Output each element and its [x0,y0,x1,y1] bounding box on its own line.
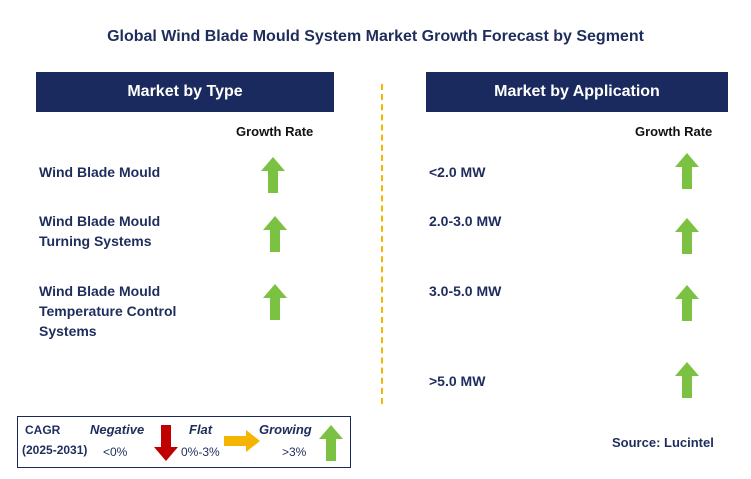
market-by-type-header: Market by Type [36,72,334,112]
up-arrow-icon [675,285,699,321]
type-row-label-line: Wind Blade Mould [39,283,161,299]
market-by-type-header-label: Market by Type [127,83,243,100]
application-row-label: 3.0-5.0 MW [429,283,502,299]
market-by-application-header-label: Market by Application [494,83,660,100]
up-arrow-icon [261,157,285,193]
cagr-legend [17,416,351,468]
legend-period: (2025-2031) [22,443,88,457]
application-row-label: <2.0 MW [429,164,486,180]
up-arrow-icon [675,362,699,398]
type-row-label-line: Systems [39,323,97,339]
type-row-label-line: Temperature Control [39,303,177,319]
panel-divider [381,84,383,404]
legend-growing-range: >3% [282,445,307,459]
market-by-application-header: Market by Application [426,72,728,112]
up-arrow-icon [319,425,343,461]
type-row-label: Wind Blade Mould Temperature Control Sys… [39,281,176,341]
up-arrow-icon [675,153,699,189]
legend-negative-label: Negative [90,422,145,437]
application-row-label: >5.0 MW [429,373,486,389]
type-row-label: Wind Blade Mould [39,162,160,182]
left-growth-rate-label: Growth Rate [236,124,314,139]
legend-cagr-label: CAGR [25,423,61,437]
type-row-label-line: Wind Blade Mould [39,213,161,229]
legend-growing-label: Growing [259,422,312,437]
right-growth-rate-label: Growth Rate [635,124,713,139]
up-arrow-icon [263,284,287,320]
up-arrow-icon [675,218,699,254]
legend-flat-range: 0%-3% [181,445,220,459]
type-row-label-line: Turning Systems [39,233,152,249]
page-title: Global Wind Blade Mould System Market Gr… [107,28,644,45]
type-row-label-line: Wind Blade Mould [39,164,161,180]
legend-flat-label: Flat [189,422,213,437]
application-row-label: 2.0-3.0 MW [429,213,502,229]
up-arrow-icon [263,216,287,252]
right-arrow-icon [224,430,260,452]
source-note: Source: Lucintel [612,435,714,450]
down-arrow-icon [154,425,178,461]
type-row-label: Wind Blade Mould Turning Systems [39,211,160,251]
legend-negative-range: <0% [103,445,128,459]
